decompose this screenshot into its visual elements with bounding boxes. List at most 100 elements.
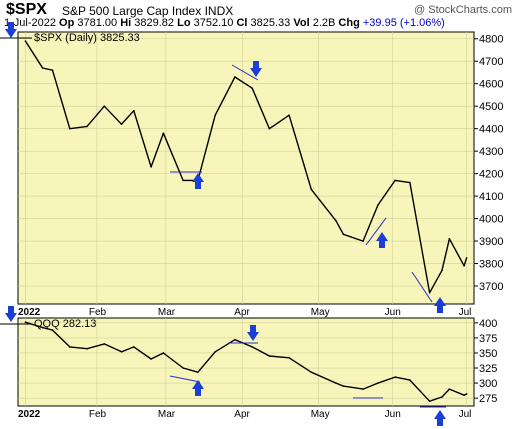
data-point [234,76,236,78]
price-stats: 1-Jul-2022 Op 3781.00 Hi 3829.82 Lo 3752… [4,17,445,29]
stat-high: 3829.82 [134,17,175,29]
data-point [51,69,54,72]
trendline [169,375,201,383]
y-tick-label: 4500 [479,101,503,113]
data-point [133,346,135,348]
data-point [162,352,165,354]
data-point [103,105,106,107]
data-point [162,132,165,134]
down-arrow-icon [5,306,17,322]
x-tick-label: Mar [158,307,176,318]
data-point [86,125,88,128]
data-point [120,123,123,125]
data-point [150,166,152,168]
y-tick-label: 4300 [479,146,503,158]
y-tick-label: 400 [479,318,497,330]
x-tick-label: Feb [89,409,107,420]
data-point [465,257,468,259]
x-tick-label: Jun [385,409,401,420]
data-point [465,393,468,395]
y-tick-label: 4000 [479,214,503,226]
y-tick-label: 3900 [479,236,503,248]
data-point [133,109,135,112]
data-point [234,338,236,341]
data-point [342,385,345,387]
data-point [409,379,411,381]
data-point [463,264,465,267]
down-arrow-icon [247,325,259,341]
data-point [310,371,313,374]
data-point [251,87,253,89]
data-point [441,269,443,272]
data-point [394,376,396,378]
data-point [150,358,152,360]
x-tick-label: 2022 [18,307,41,318]
data-point [182,179,184,182]
data-point [362,388,364,390]
trendline [231,64,259,81]
legend-label-2: QQQ 282.13 [34,318,96,330]
data-point [342,233,345,236]
data-point [377,204,379,206]
data-point [24,40,27,42]
data-point [268,355,271,357]
data-point [120,350,123,353]
data-point [377,382,379,384]
data-point [428,291,431,294]
up-arrow-icon [434,297,446,313]
y-tick-label: 3700 [479,281,503,293]
x-tick-label: Apr [234,307,250,318]
data-point [288,356,290,359]
x-tick-label: Feb [89,307,107,318]
data-point [448,388,451,390]
stat-change: +39.95 (+1.06%) [362,17,445,29]
data-point [197,371,199,374]
x-tick-label: Mar [158,409,176,420]
y-tick-label: 4800 [479,34,503,46]
panel-2-area [17,317,475,407]
y-tick-label: 4100 [479,191,503,203]
trendline [411,271,433,303]
legend-label-1: $SPX (Daily) 3825.33 [34,32,140,44]
data-point [335,382,337,384]
data-point [41,326,44,329]
data-point [310,188,313,191]
data-point [448,238,451,240]
panel-1-area [17,31,475,305]
y-tick-label: 4200 [479,169,503,181]
data-point [268,127,271,130]
y-tick-label: 4400 [479,124,503,136]
x-tick-label: Apr [234,409,250,420]
data-point [428,400,431,402]
down-arrow-icon [250,61,262,77]
index-name: S&P 500 Large Cap Index INDX [62,4,234,18]
stat-volume: 2.2B [312,17,336,29]
x-tick-label: Jun [385,307,401,318]
y-tick-label: 275 [479,393,497,405]
data-point [68,346,71,348]
stat-low: 3752.10 [193,17,234,29]
up-arrow-icon [192,380,204,396]
data-point [463,394,465,396]
x-tick-label: Jul [459,307,472,318]
data-point [251,346,253,348]
y-tick-label: 325 [479,363,497,375]
down-arrow-icon [5,22,17,38]
ticker-symbol: $SPX [6,1,47,18]
data-point [409,181,411,184]
data-point [86,347,88,350]
data-point [68,127,71,130]
data-point [362,240,364,242]
x-tick-label: 2022 [18,409,41,420]
x-tick-label: May [311,307,330,318]
stat-date: 1-Jul-2022 [4,17,56,29]
up-arrow-icon [434,410,446,426]
up-arrow-icon [376,232,388,248]
y-tick-label: 375 [479,333,497,345]
data-point [441,396,443,398]
x-tick-label: May [311,409,330,420]
data-point [394,179,396,182]
y-tick-label: 3800 [479,259,503,271]
y-tick-label: 300 [479,378,497,390]
chart-header: $SPX S&P 500 Large Cap Index INDX @ Stoc… [0,0,520,32]
